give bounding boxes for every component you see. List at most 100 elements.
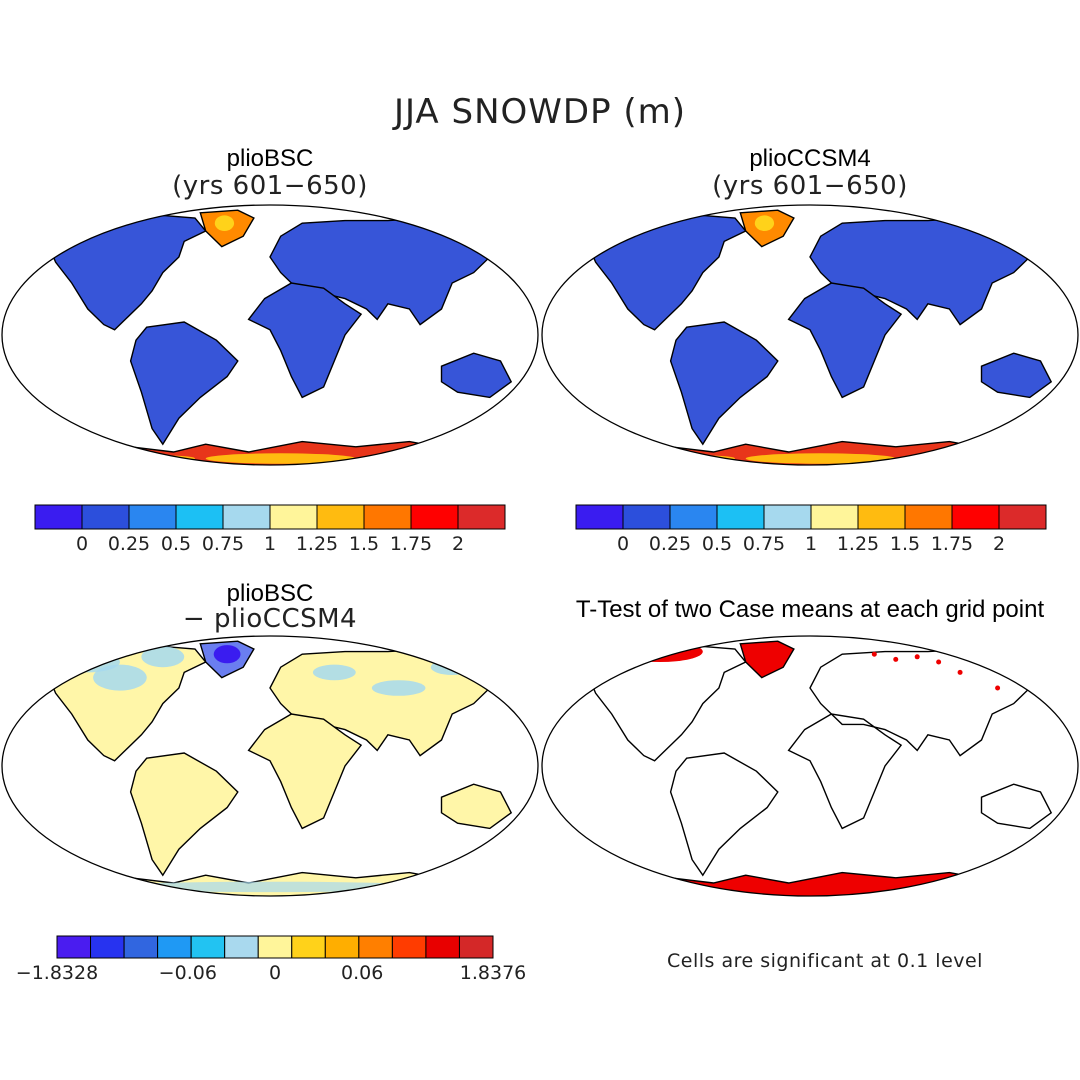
colorbar-swatch <box>128 504 177 530</box>
landmass-australia <box>980 783 1053 830</box>
significant-cells-arctic <box>617 641 703 662</box>
negative-patch <box>430 659 474 675</box>
colorbar-tick-label: 1.5 <box>889 533 921 555</box>
colorbar-swatch <box>222 504 271 530</box>
landmass-antarctica <box>643 871 1015 896</box>
landmass-eurasia <box>809 648 1042 757</box>
panel-2-title: plioCCSM4 <box>749 145 871 172</box>
map-plioCCSM4 <box>541 204 1079 466</box>
significance-note: Cells are significant at 0.1 level <box>667 950 983 972</box>
colorbar-swatch <box>810 504 859 530</box>
landmass-africa <box>787 282 903 399</box>
colorbar-swatch <box>410 504 459 530</box>
colorbar-swatch <box>457 504 506 530</box>
significant-cell <box>893 656 899 662</box>
colorbar-swatch <box>316 504 365 530</box>
colorbar-tick-label: 0.06 <box>341 962 384 984</box>
colorbar-tick-label: 1 <box>263 533 277 555</box>
colorbar-tick-label: 1.5 <box>348 533 380 555</box>
significant-cell <box>871 651 877 657</box>
landmass-greenland <box>739 209 795 248</box>
antarctica-high-snow-west <box>670 455 735 462</box>
colorbar-3-ticks: −1.8328 −0.06 0 0.06 1.8376 <box>16 962 526 986</box>
landmass-namerica <box>584 214 747 331</box>
colorbar-swatch <box>669 504 718 530</box>
colorbar-tick-label: 2 <box>451 533 465 555</box>
landmass-africa <box>787 713 903 830</box>
panel-2-subtitle: (yrs 601−650) <box>712 171 908 201</box>
colorbar-tick-label: 0.75 <box>742 533 786 555</box>
map-diff <box>1 635 539 897</box>
landmass-antarctica <box>103 871 475 896</box>
colorbar-swatch <box>157 935 192 959</box>
panel-1-title: plioBSC <box>226 145 314 172</box>
significant-cell <box>1011 662 1017 668</box>
greenland-high-snow <box>754 215 775 231</box>
colorbar-tick-label: 0.75 <box>201 533 245 555</box>
landmass-australia <box>440 783 513 830</box>
colorbar-tick-label: 1.75 <box>930 533 974 555</box>
colorbar-swatch <box>90 935 125 959</box>
colorbar-swatch <box>190 935 226 959</box>
landmass-namerica <box>584 645 747 762</box>
colorbar-swatch <box>575 504 624 530</box>
panel-3-title: plioBSC <box>226 580 314 607</box>
greenland-high-snow <box>214 215 235 231</box>
landmass-australia <box>980 352 1053 399</box>
colorbar-swatch <box>224 935 259 959</box>
figure-title: JJA SNOWDP (m) <box>393 92 687 132</box>
antarctica-mixed <box>98 881 442 893</box>
landmass-eurasia <box>269 648 502 757</box>
landmass-antarctica <box>643 440 1015 465</box>
colorbar-tick-label: 0.25 <box>107 533 151 555</box>
colorbar-tick-label: 0 <box>268 962 282 984</box>
colorbar-swatch <box>998 504 1047 530</box>
colorbar-tick-label: 1.25 <box>836 533 880 555</box>
colorbar-swatch <box>175 504 224 530</box>
colorbar-swatch <box>358 935 393 959</box>
map-border <box>541 204 1079 466</box>
map-border <box>1 635 539 897</box>
landmass-africa <box>247 713 363 830</box>
landmass-namerica <box>44 645 207 762</box>
significant-cell <box>957 669 963 675</box>
negative-patch <box>371 680 426 696</box>
landmass-antarctica <box>103 440 475 465</box>
colorbar-panel-3 <box>56 935 494 959</box>
colorbar-tick-label: 0.5 <box>701 533 733 555</box>
colorbar-panel-1 <box>34 504 506 530</box>
negative-patch <box>55 651 120 673</box>
colorbar-swatch <box>857 504 906 530</box>
map-border <box>1 204 539 466</box>
colorbar-tick-label: −1.8328 <box>15 962 99 984</box>
landmass-samerica <box>669 321 779 446</box>
colorbar-tick-label: 1.8376 <box>459 962 527 984</box>
colorbar-tick-label: 1.75 <box>389 533 433 555</box>
landmass-greenland <box>739 640 795 679</box>
colorbar-tick-label: 1.25 <box>295 533 339 555</box>
colorbar-swatch <box>56 935 92 959</box>
colorbar-swatch <box>269 504 318 530</box>
colorbar-swatch <box>458 935 494 959</box>
landmass-samerica <box>129 321 239 446</box>
colorbar-swatch <box>291 935 326 959</box>
significant-cell <box>603 651 609 657</box>
colorbar-swatch <box>363 504 412 530</box>
map-border <box>541 635 1079 897</box>
landmass-samerica <box>669 752 779 877</box>
landmass-australia <box>440 352 513 399</box>
landmass-namerica <box>44 214 207 331</box>
landmass-africa <box>247 282 363 399</box>
greenland-negative <box>213 645 241 664</box>
colorbar-swatch <box>904 504 953 530</box>
colorbar-swatch <box>622 504 671 530</box>
negative-patch <box>93 664 147 691</box>
colorbar-tick-label: 2 <box>992 533 1006 555</box>
landmass-samerica <box>129 752 239 877</box>
colorbar-1-ticks: 0 0.25 0.5 0.75 1 1.25 1.5 1.75 2 <box>35 533 505 557</box>
map-plioBSC <box>1 204 539 466</box>
landmass-greenland <box>199 209 255 248</box>
colorbar-tick-label: 0 <box>75 533 89 555</box>
colorbar-tick-label: 1 <box>804 533 818 555</box>
colorbar-swatch <box>391 935 427 959</box>
